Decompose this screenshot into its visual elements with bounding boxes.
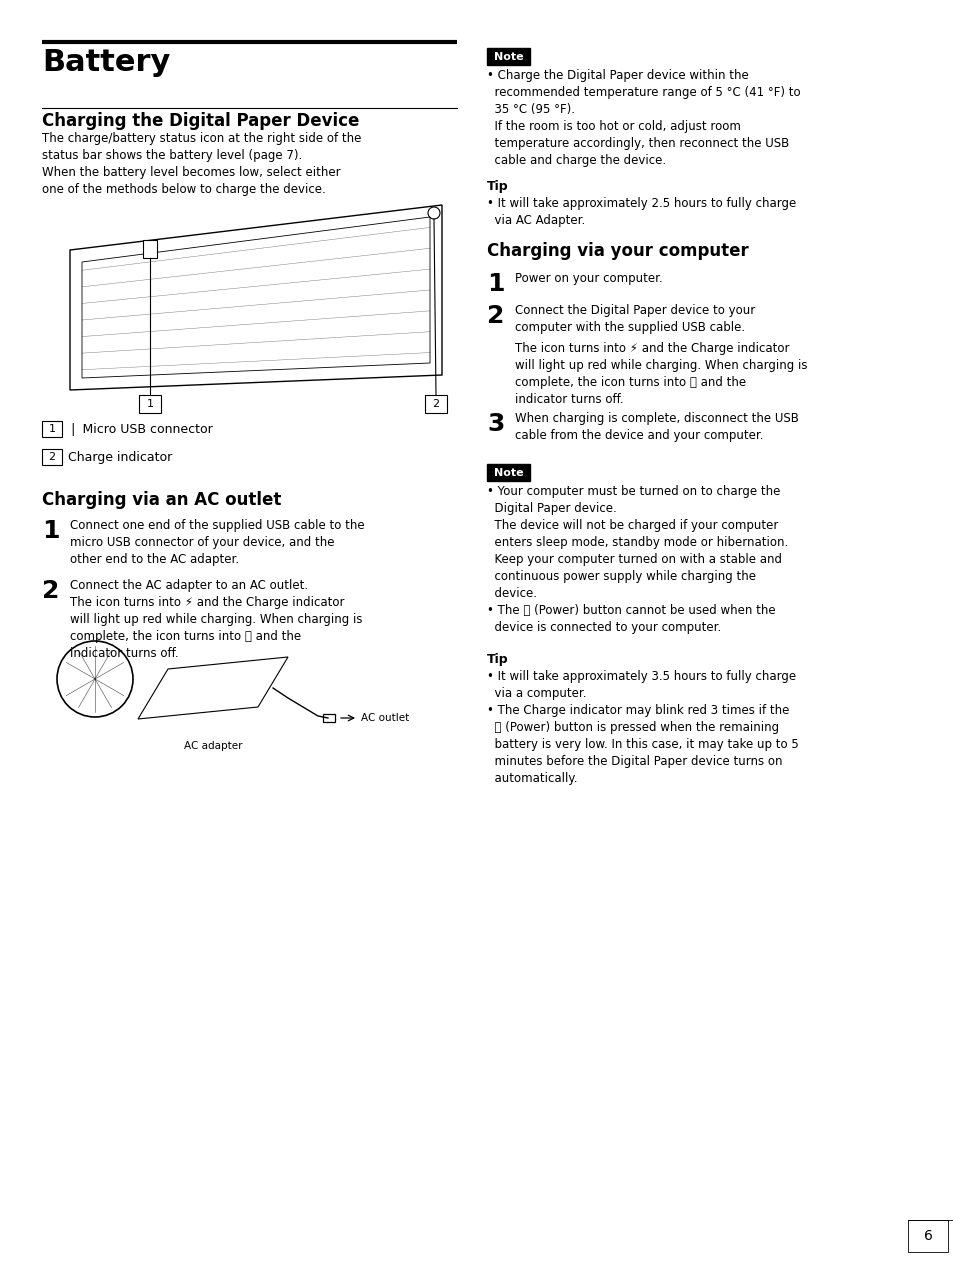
Bar	[42, 420, 62, 437]
Text: The icon turns into ⚡ and the Charge indicator
will light up red while charging.: The icon turns into ⚡ and the Charge ind…	[515, 341, 806, 406]
Text: AC adapter: AC adapter	[184, 741, 242, 750]
Text: • Charge the Digital Paper device within the
  recommended temperature range of : • Charge the Digital Paper device within…	[486, 69, 800, 167]
Text: • It will take approximately 2.5 hours to fully charge
  via AC Adapter.: • It will take approximately 2.5 hours t…	[486, 197, 796, 227]
Text: Connect one end of the supplied USB cable to the
micro USB connector of your dev: Connect one end of the supplied USB cabl…	[70, 519, 364, 566]
Text: Connect the AC adapter to an AC outlet.: Connect the AC adapter to an AC outlet.	[70, 578, 308, 592]
Bar	[42, 448, 62, 465]
Text: 1: 1	[42, 519, 59, 543]
Text: AC outlet: AC outlet	[360, 713, 409, 724]
Text: Battery: Battery	[42, 48, 171, 76]
Text: 2: 2	[49, 452, 55, 462]
Text: Charging the Digital Paper Device: Charging the Digital Paper Device	[42, 112, 359, 130]
Text: Tip: Tip	[486, 180, 508, 192]
Bar	[424, 395, 447, 413]
Bar	[323, 713, 335, 722]
Bar	[486, 464, 530, 482]
Bar	[907, 1220, 947, 1252]
Text: Charge indicator: Charge indicator	[68, 451, 172, 464]
Bar	[486, 48, 530, 65]
Bar	[143, 241, 157, 259]
Text: Charging via your computer: Charging via your computer	[486, 242, 748, 260]
Text: • Your computer must be turned on to charge the
  Digital Paper device.
  The de: • Your computer must be turned on to cha…	[486, 485, 787, 634]
Text: Tip: Tip	[486, 654, 508, 666]
Text: 1: 1	[49, 424, 55, 434]
Text: 1: 1	[486, 273, 504, 296]
Text: Connect the Digital Paper device to your
computer with the supplied USB cable.: Connect the Digital Paper device to your…	[515, 304, 755, 334]
Text: Charging via an AC outlet: Charging via an AC outlet	[42, 490, 281, 510]
Text: • It will take approximately 3.5 hours to fully charge
  via a computer.
• The C: • It will take approximately 3.5 hours t…	[486, 670, 798, 785]
Text: ❘ Micro USB connector: ❘ Micro USB connector	[68, 423, 213, 436]
Text: 2: 2	[42, 578, 59, 603]
Text: When charging is complete, disconnect the USB
cable from the device and your com: When charging is complete, disconnect th…	[515, 412, 798, 442]
Text: 1: 1	[147, 399, 153, 409]
Bar	[139, 395, 161, 413]
Text: Note: Note	[493, 51, 523, 61]
Text: The icon turns into ⚡ and the Charge indicator
will light up red while charging.: The icon turns into ⚡ and the Charge ind…	[70, 596, 362, 660]
Text: 6: 6	[923, 1229, 931, 1243]
Text: Power on your computer.: Power on your computer.	[515, 273, 662, 285]
Text: The charge/battery status icon at the right side of the
status bar shows the bat: The charge/battery status icon at the ri…	[42, 132, 361, 196]
Text: Note: Note	[493, 468, 523, 478]
Text: 2: 2	[486, 304, 504, 327]
Text: 3: 3	[486, 412, 504, 436]
Text: 2: 2	[432, 399, 439, 409]
